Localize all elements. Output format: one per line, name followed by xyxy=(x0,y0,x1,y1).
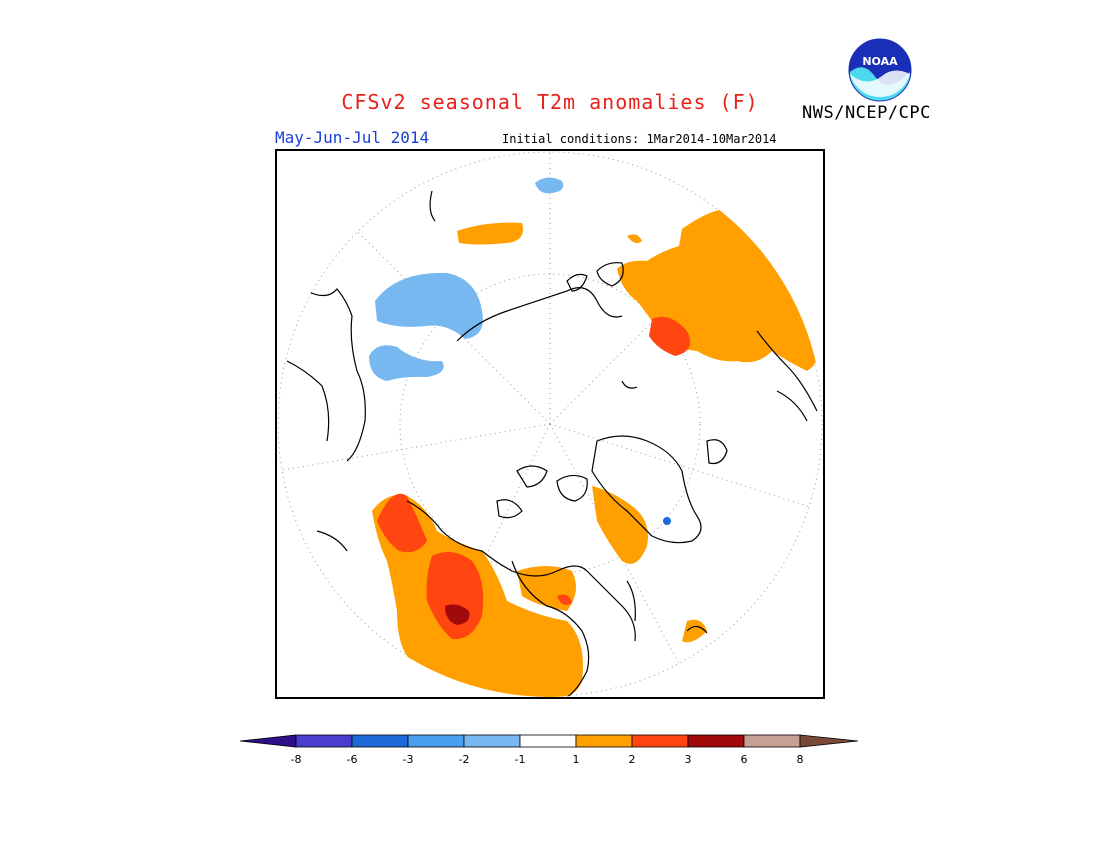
colorbar: -8 -6 -3 -2 -1 1 2 3 6 8 xyxy=(238,730,862,770)
colorbar-bin-5 xyxy=(519,734,577,748)
colorbar-bin-10 xyxy=(799,734,859,748)
colorbar-label-1: -6 xyxy=(347,753,358,766)
cold-anomaly-regions xyxy=(369,177,564,381)
colorbar-bin-4 xyxy=(463,734,521,748)
colorbar-label-8: 6 xyxy=(741,753,748,766)
colorbar-label-4: -1 xyxy=(515,753,526,766)
colorbar-bin-8 xyxy=(687,734,745,748)
agency-label: NWS/NCEP/CPC xyxy=(802,103,931,123)
coastlines xyxy=(286,190,818,697)
colorbar-bin-9 xyxy=(743,734,801,748)
colorbar-bin-0 xyxy=(239,734,297,748)
colorbar-label-9: 8 xyxy=(797,753,804,766)
colorbar-label-2: -3 xyxy=(403,753,414,766)
initial-conditions: Initial conditions: 1Mar2014-10Mar2014 xyxy=(502,132,777,146)
colorbar-label-5: 1 xyxy=(573,753,580,766)
noaa-logo: NOAA xyxy=(848,38,912,102)
polar-map xyxy=(275,149,825,699)
colorbar-bin-7 xyxy=(631,734,689,748)
colorbar-bin-6 xyxy=(575,734,633,748)
colorbar-bin-2 xyxy=(351,734,409,748)
colorbar-label-0: -8 xyxy=(291,753,302,766)
logo-text: NOAA xyxy=(862,55,898,68)
colorbar-bin-3 xyxy=(407,734,465,748)
very-strong-warm-regions xyxy=(445,604,470,625)
cold-spot xyxy=(663,517,671,525)
colorbar-bin-1 xyxy=(295,734,353,748)
chart-title: CFSv2 seasonal T2m anomalies (F) xyxy=(341,90,759,114)
colorbar-label-3: -2 xyxy=(459,753,470,766)
forecast-period: May-Jun-Jul 2014 xyxy=(275,128,430,147)
colorbar-label-6: 2 xyxy=(629,753,636,766)
colorbar-label-7: 3 xyxy=(685,753,692,766)
